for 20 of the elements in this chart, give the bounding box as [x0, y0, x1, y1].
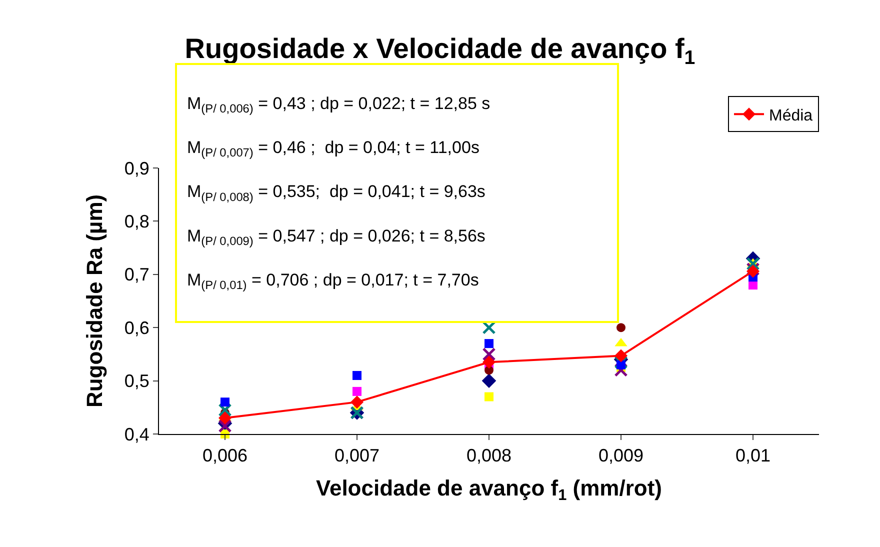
y-tick-label: 0,5 — [124, 371, 150, 392]
legend-label: Média — [769, 107, 813, 124]
y-tick-label: 0,6 — [124, 318, 150, 338]
annotation: M$_{(P/ 0,01)}$ = 0,706 ; dp = 0,017; t = 7,70s — [187, 270, 479, 292]
x-tick-label: 0,008 — [466, 446, 512, 466]
y-tick-label: 0,7 — [124, 264, 150, 285]
y-tick-label: 0,8 — [124, 212, 150, 232]
x-tick-label: 0,007 — [334, 446, 380, 466]
x-tick-label: 0,006 — [202, 446, 248, 466]
text: M$_{(P/ 0,007)}$ = 0,46 ; dp = 0,04; t = 11,00s — [187, 138, 480, 160]
x-tick-label: 0,01 — [735, 446, 771, 466]
y-axis-title: Rugosidade Ra (µm) — [82, 194, 108, 408]
chart-title: Rugosidade x Velocidade de avanço f$_{1}$ — [184, 32, 696, 69]
annotation: M$_{(P/ 0,008)}$ = 0,535; dp = 0,041; t = 9,63s — [187, 182, 486, 204]
x-tick-label: 0,009 — [598, 446, 644, 466]
y-tick-label: 0,4 — [124, 424, 150, 444]
text: M$_{(P/ 0,006)}$ = 0,43 ; dp = 0,022; t = 12,85 s — [187, 94, 490, 116]
y-tick-label: 0,9 — [124, 158, 150, 178]
annotation: M$_{(P/ 0,009)}$ = 0,547 ; dp = 0,026; t = 8,56s — [187, 226, 486, 248]
x-axis-title: Velocidade de avanço f$_{1}$ (mm/rot) — [316, 476, 662, 504]
